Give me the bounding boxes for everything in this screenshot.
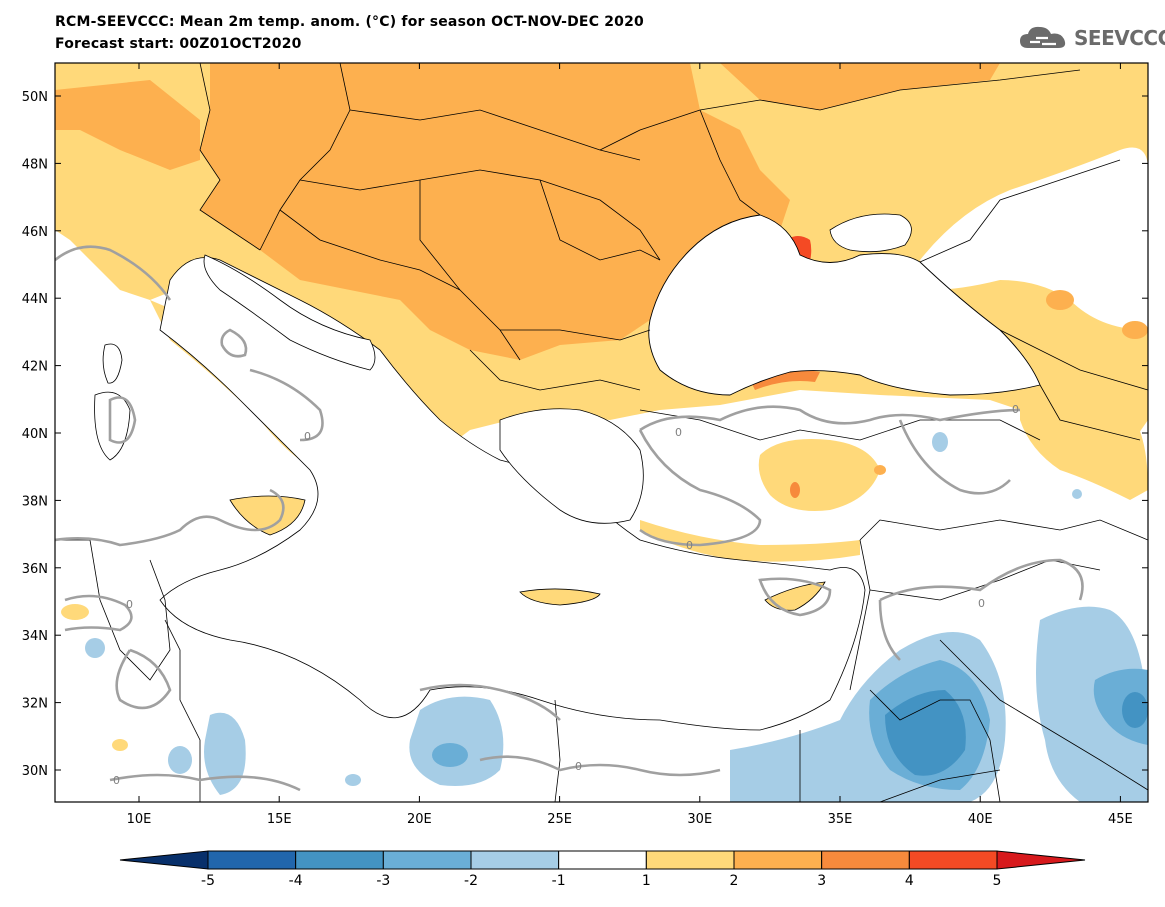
aegean-sea [499, 408, 644, 524]
latitude-label: 34N [22, 629, 48, 644]
cold-patch [1072, 489, 1082, 499]
latitude-axis: 50N 48N 46N 44N 42N 40N 38N 36N 34N 32N 30N [22, 90, 1148, 779]
colorbar-label: 1 [642, 873, 651, 889]
latitude-label: 44N [22, 292, 48, 307]
neutral-region-northeast [920, 147, 1148, 330]
longitude-label: 35E [828, 812, 853, 827]
latitude-label: 40N [22, 427, 48, 442]
cold-patch [345, 774, 361, 786]
cloud-icon [1020, 26, 1066, 48]
seevccc-logo: SEEVCCC [1018, 24, 1165, 52]
longitude-label: 20E [407, 812, 432, 827]
cold-patch [168, 746, 192, 774]
corsica-island [102, 343, 123, 384]
colorbar: -5 -4 -3 -2 -1 1 2 3 4 5 [119, 850, 1086, 889]
latitude-label: 30N [22, 764, 48, 779]
colorbar-segment [821, 850, 910, 870]
longitude-label: 10E [127, 812, 152, 827]
cold-region-levant-core [885, 690, 966, 776]
anomaly-field: 0 0 0 0 0 0 0 0 [55, 63, 1148, 802]
contour-label: 0 [113, 774, 120, 787]
colorbar-segment [996, 850, 1086, 870]
warm-patch [112, 739, 128, 751]
strong-warm-region-east [720, 63, 1000, 110]
colorbar-label: 4 [905, 873, 914, 889]
contour-label: 0 [978, 597, 985, 610]
longitude-label: 30E [687, 812, 712, 827]
sicily-island [229, 495, 306, 536]
contour-label: 0 [686, 539, 693, 552]
colorbar-segment [382, 850, 472, 870]
longitude-label: 40E [968, 812, 993, 827]
contour-label: 0 [126, 598, 133, 611]
colorbar-segment [558, 850, 647, 870]
latitude-label: 42N [22, 360, 48, 375]
colorbar-label: -5 [201, 873, 215, 889]
sea-of-azov [829, 213, 912, 253]
strong-warm-region [200, 63, 790, 360]
colorbar-label: 2 [730, 873, 739, 889]
black-sea [648, 214, 1041, 396]
colorbar-segment [733, 850, 823, 870]
adriatic-sea [203, 254, 376, 371]
strong-warm-region-west [55, 80, 200, 170]
cold-region-tunisia [204, 712, 246, 795]
zero-contours [55, 245, 1084, 792]
contour-label: 0 [575, 760, 582, 773]
latitude-label: 32N [22, 697, 48, 712]
caucasus-warm-region [1020, 395, 1148, 500]
map-title: RCM-SEEVCCC: Mean 2m temp. anom. (°C) fo… [55, 14, 645, 30]
warm-patch-hot [790, 482, 800, 498]
cold-region-libya [409, 696, 504, 786]
contour-label: 0 [1012, 403, 1019, 416]
warm-patch [61, 604, 89, 620]
colorbar-label: -3 [376, 873, 390, 889]
colorbar-segment [908, 850, 998, 870]
mediterranean-sea [159, 257, 866, 731]
country-borders [55, 63, 1148, 802]
cold-patch [932, 432, 948, 452]
contour-label: 0 [304, 430, 311, 443]
cyprus-island [764, 581, 826, 611]
turkey-south-coast-warm [640, 520, 860, 562]
warm-patch-strong [1122, 321, 1148, 339]
contour-label: 0 [675, 426, 682, 439]
colorbar-segment [295, 850, 384, 870]
colorbar-label: 5 [993, 873, 1002, 889]
cold-core-libya [432, 743, 468, 767]
forecast-start-label: Forecast start: 00Z01OCT2020 [55, 36, 302, 52]
colorbar-label: -1 [552, 873, 566, 889]
anatolia-warm-region [758, 439, 880, 511]
latitude-label: 46N [22, 225, 48, 240]
contour-labels: 0 0 0 0 0 0 0 0 [113, 403, 1019, 787]
longitude-axis: 10E 15E 20E 25E 30E 35E 40E 45E [127, 63, 1133, 827]
colorbar-segment [645, 850, 735, 870]
cold-patch [85, 638, 105, 658]
warm-patch-strong [1046, 290, 1074, 310]
latitude-label: 36N [22, 562, 48, 577]
longitude-label: 25E [547, 812, 572, 827]
crete-island [519, 588, 601, 606]
latitude-label: 50N [22, 90, 48, 105]
cold-core-iraq [1122, 692, 1148, 728]
colorbar-segment [119, 850, 209, 870]
colorbar-label: 3 [817, 873, 826, 889]
latitude-label: 38N [22, 494, 48, 509]
cold-region-iraq [1036, 606, 1148, 802]
colorbar-segment [207, 850, 297, 870]
latitude-label: 48N [22, 157, 48, 172]
colorbar-label: -2 [464, 873, 478, 889]
colorbar-label: -4 [289, 873, 303, 889]
warm-patch-strong [874, 465, 886, 475]
longitude-label: 15E [267, 812, 292, 827]
logo-text: SEEVCCC [1074, 26, 1165, 50]
colorbar-segment [470, 850, 560, 870]
longitude-label: 45E [1108, 812, 1133, 827]
